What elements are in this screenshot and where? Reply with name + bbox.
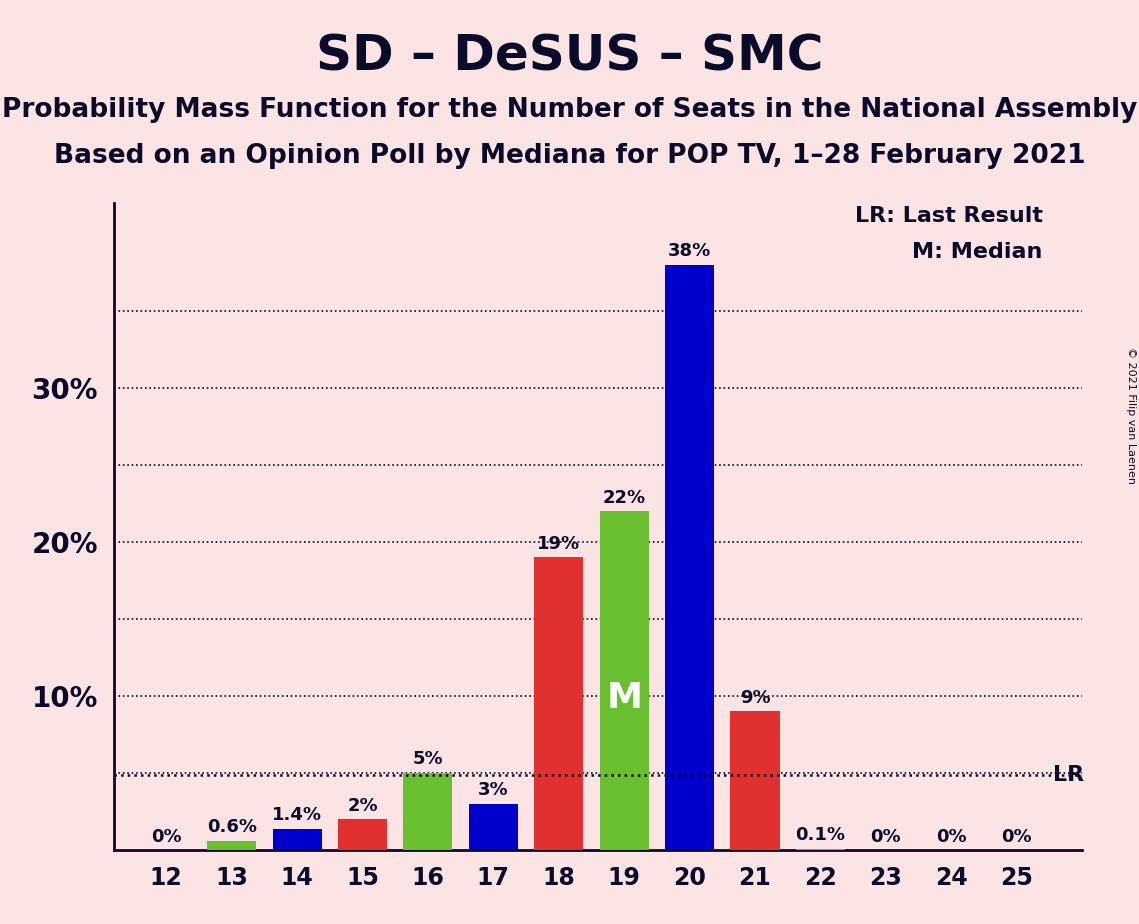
Text: LR: LR	[1052, 765, 1083, 784]
Text: M: Median: M: Median	[912, 242, 1043, 261]
Text: Based on an Opinion Poll by Mediana for POP TV, 1–28 February 2021: Based on an Opinion Poll by Mediana for …	[54, 143, 1085, 169]
Text: © 2021 Filip van Laenen: © 2021 Filip van Laenen	[1126, 347, 1136, 484]
Bar	[599, 511, 649, 850]
Text: 0%: 0%	[870, 828, 901, 846]
Text: 0%: 0%	[1001, 828, 1032, 846]
Text: 0.1%: 0.1%	[795, 826, 845, 844]
Bar	[796, 848, 845, 850]
Text: 5%: 5%	[412, 750, 443, 769]
Text: 0%: 0%	[151, 828, 181, 846]
Text: Probability Mass Function for the Number of Seats in the National Assembly: Probability Mass Function for the Number…	[2, 97, 1137, 123]
Bar	[338, 820, 387, 850]
Bar	[207, 841, 256, 850]
Bar	[730, 711, 779, 850]
Text: 38%: 38%	[667, 242, 711, 261]
Text: 19%: 19%	[538, 535, 580, 553]
Bar	[469, 804, 518, 850]
Text: SD – DeSUS – SMC: SD – DeSUS – SMC	[316, 32, 823, 80]
Bar	[534, 557, 583, 850]
Text: 0.6%: 0.6%	[206, 819, 256, 836]
Bar	[403, 773, 452, 850]
Bar	[665, 265, 714, 850]
Text: 3%: 3%	[478, 782, 509, 799]
Text: 22%: 22%	[603, 489, 646, 506]
Text: LR: Last Result: LR: Last Result	[854, 206, 1043, 226]
Bar	[272, 829, 321, 850]
Text: M: M	[606, 681, 642, 714]
Text: 2%: 2%	[347, 796, 378, 815]
Text: 9%: 9%	[739, 689, 770, 707]
Text: 1.4%: 1.4%	[272, 806, 322, 824]
Text: 0%: 0%	[936, 828, 967, 846]
